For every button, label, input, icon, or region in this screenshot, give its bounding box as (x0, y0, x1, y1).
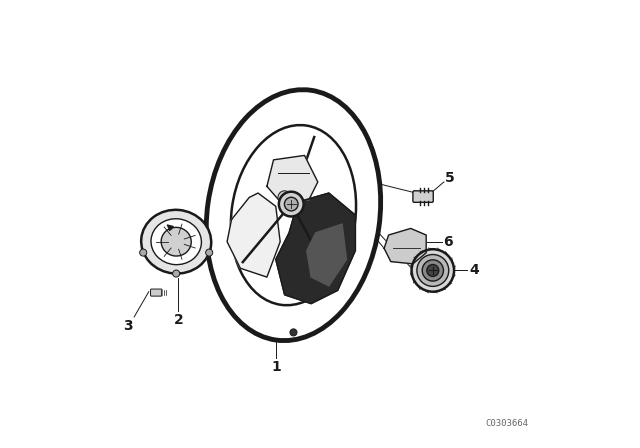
Circle shape (422, 260, 444, 281)
Circle shape (140, 249, 147, 256)
Polygon shape (307, 224, 346, 286)
Ellipse shape (161, 227, 191, 256)
Circle shape (412, 249, 454, 292)
Polygon shape (276, 193, 355, 304)
Text: 3: 3 (123, 319, 132, 333)
FancyArrowPatch shape (167, 225, 173, 231)
Text: 2: 2 (173, 313, 183, 327)
Text: C0303664: C0303664 (485, 418, 528, 427)
Ellipse shape (141, 210, 211, 274)
Circle shape (279, 192, 303, 216)
FancyBboxPatch shape (413, 191, 433, 202)
Ellipse shape (231, 125, 356, 305)
Circle shape (173, 270, 180, 277)
Polygon shape (384, 228, 426, 264)
Circle shape (284, 197, 298, 211)
FancyBboxPatch shape (150, 289, 162, 296)
Text: 6: 6 (444, 235, 453, 249)
Circle shape (427, 264, 439, 276)
Circle shape (290, 329, 297, 336)
Circle shape (278, 191, 291, 204)
Text: 1: 1 (271, 360, 281, 374)
Text: 4: 4 (469, 263, 479, 277)
Text: 5: 5 (445, 171, 454, 185)
Ellipse shape (151, 219, 202, 265)
Polygon shape (227, 193, 280, 277)
Polygon shape (267, 155, 318, 204)
Circle shape (417, 254, 449, 286)
Circle shape (205, 249, 212, 256)
Ellipse shape (206, 90, 381, 340)
